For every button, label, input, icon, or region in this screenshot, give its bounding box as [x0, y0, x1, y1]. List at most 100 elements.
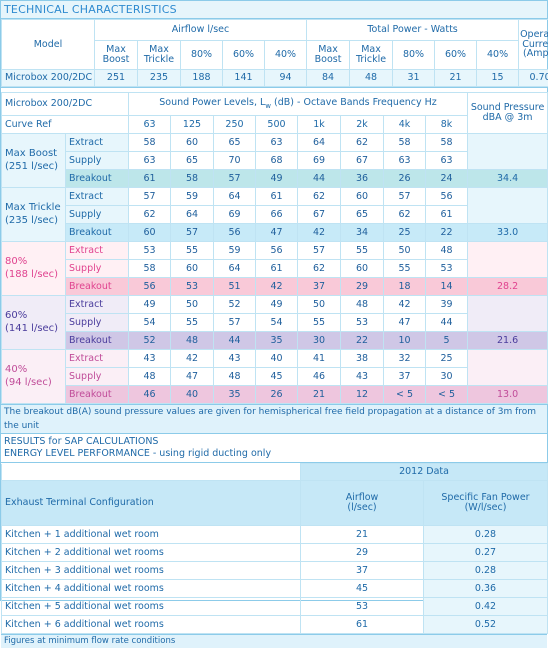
sound-value-cell: 39 — [426, 296, 468, 314]
sound-value-cell: 62 — [341, 134, 384, 152]
sound-value-cell: 34 — [341, 224, 384, 242]
value-cell: 251 — [95, 70, 138, 87]
curve-label: Breakout — [66, 224, 129, 242]
sub-header: Max Boost — [307, 41, 350, 70]
pressure-spacer — [468, 350, 548, 386]
sound-value-cell: 67 — [298, 206, 341, 224]
sound-value-cell: 55 — [298, 314, 341, 332]
sound-value-cell: 53 — [426, 260, 468, 278]
sound-pressure-cell: 33.0 — [468, 224, 548, 242]
sound-value-cell: 58 — [384, 134, 426, 152]
sound-value-cell: 35 — [256, 332, 298, 350]
sound-value-cell: 67 — [341, 152, 384, 170]
sound-value-cell: 37 — [298, 278, 341, 296]
sound-value-cell: 57 — [129, 188, 171, 206]
sound-value-cell: 43 — [341, 368, 384, 386]
sfp-cell: 0.52 — [424, 616, 548, 634]
page-title: TECHNICAL CHARACTERISTICS — [1, 1, 547, 19]
config-cell: Kitchen + 6 additional wet rooms — [2, 616, 301, 634]
sound-value-cell: 48 — [426, 242, 468, 260]
sound-value-cell: 12 — [341, 386, 384, 404]
curve-label: Breakout — [66, 278, 129, 296]
config-cell: Kitchen + 3 additional wet rooms — [2, 562, 301, 580]
sound-value-cell: 42 — [171, 350, 214, 368]
sub-header: 60% — [223, 41, 265, 70]
sound-value-cell: 65 — [341, 206, 384, 224]
sound-value-cell: 55 — [384, 260, 426, 278]
value-cell: 141 — [223, 70, 265, 87]
band-header: 125 — [171, 116, 214, 134]
group-name: 80% — [5, 256, 64, 269]
sfp-cell: 0.36 — [424, 580, 548, 598]
airflow-header: Airflow (l/sec) — [301, 481, 424, 526]
config-cell: Kitchen + 1 additional wet room — [2, 526, 301, 544]
config-cell: Kitchen + 5 additional wet rooms — [2, 598, 301, 616]
sound-value-cell: 26 — [256, 386, 298, 404]
sound-value-cell: 60 — [171, 260, 214, 278]
curve-label: Extract — [66, 350, 129, 368]
data-year-header: 2012 Data — [301, 464, 548, 481]
group-name: 60% — [5, 310, 64, 323]
sub-header: 80% — [393, 41, 435, 70]
sound-value-cell: 56 — [426, 188, 468, 206]
sound-value-cell: 65 — [214, 134, 256, 152]
sound-value-cell: 60 — [171, 134, 214, 152]
sub-header: 80% — [181, 41, 223, 70]
sound-value-cell: 55 — [341, 242, 384, 260]
curve-label: Supply — [66, 152, 129, 170]
sound-value-cell: 56 — [129, 278, 171, 296]
sound-value-cell: < 5 — [384, 386, 426, 404]
sub-header: 40% — [265, 41, 307, 70]
sub-header: Max Boost — [95, 41, 138, 70]
group-name: 40% — [5, 364, 64, 377]
sap-title: RESULTS for SAP CALCULATIONS — [4, 436, 544, 448]
group-flow: (251 l/sec) — [5, 161, 64, 174]
sound-value-cell: 44 — [426, 314, 468, 332]
sound-value-cell: 42 — [384, 296, 426, 314]
airflow-cell: 53 — [301, 598, 424, 616]
band-header: 500 — [256, 116, 298, 134]
curve-label: Breakout — [66, 332, 129, 350]
sixty-percent-group-label: 60%(141 l/sec) — [2, 296, 66, 350]
airflow-cell: 45 — [301, 580, 424, 598]
sound-value-cell: 29 — [341, 278, 384, 296]
sound-value-cell: 5 — [426, 332, 468, 350]
value-cell: 188 — [181, 70, 223, 87]
band-header: 250 — [214, 116, 256, 134]
forty-percent-group-label: 40%(94 l/sec) — [2, 350, 66, 404]
sound-value-cell: 58 — [129, 260, 171, 278]
sound-value-cell: 62 — [384, 206, 426, 224]
curve-label: Supply — [66, 206, 129, 224]
sound-value-cell: 64 — [171, 206, 214, 224]
sound-value-cell: 54 — [129, 314, 171, 332]
sound-pressure-cell: 34.4 — [468, 170, 548, 188]
sound-pressure-cell: 13.0 — [468, 386, 548, 404]
sound-value-cell: 60 — [129, 224, 171, 242]
curve-label: Extract — [66, 242, 129, 260]
airflow-power-table: Model Airflow l/sec Total Power - Watts … — [1, 19, 548, 87]
band-header: 1k — [298, 116, 341, 134]
sound-levels-table: Microbox 200/2DC Sound Power Levels, Lw … — [1, 92, 548, 404]
table-row: Microbox 200/2DC 251 235 188 141 94 84 4… — [2, 70, 548, 87]
sound-value-cell: 59 — [171, 188, 214, 206]
group-flow: (141 l/sec) — [5, 323, 64, 336]
sound-value-cell: 56 — [214, 224, 256, 242]
sound-value-cell: 37 — [384, 368, 426, 386]
curve-label: Extract — [66, 134, 129, 152]
sound-value-cell: 46 — [298, 368, 341, 386]
sound-value-cell: 43 — [129, 350, 171, 368]
sound-power-header: Sound Power Levels, Lw (dB) - Octave Ban… — [129, 93, 468, 116]
sound-value-cell: 35 — [214, 386, 256, 404]
sfp-cell: 0.28 — [424, 526, 548, 544]
band-header: 8k — [426, 116, 468, 134]
value-cell: 0.70 — [519, 70, 548, 87]
sound-value-cell: 59 — [214, 242, 256, 260]
curve-label: Supply — [66, 314, 129, 332]
sound-value-cell: 50 — [384, 242, 426, 260]
sound-value-cell: 38 — [341, 350, 384, 368]
sound-value-cell: 44 — [214, 332, 256, 350]
